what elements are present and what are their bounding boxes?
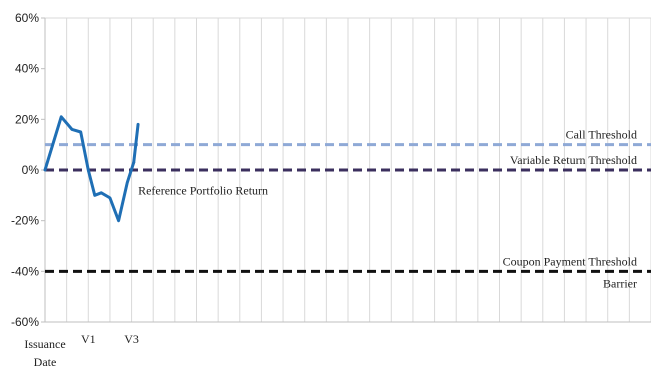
y-tick-label: 0% xyxy=(22,163,40,177)
series-line xyxy=(132,122,140,164)
y-tick-label: 40% xyxy=(15,62,39,76)
threshold-label: Coupon Payment Threshold xyxy=(503,254,637,268)
y-tick-label: -60% xyxy=(11,315,39,329)
series-annotation: Reference Portfolio Return xyxy=(138,183,268,197)
y-tick-label: -20% xyxy=(11,214,39,228)
series-line xyxy=(43,115,136,223)
threshold-label: Variable Return Threshold xyxy=(510,153,637,167)
x-tick-label: V1 xyxy=(81,332,96,346)
threshold-label: Call Threshold xyxy=(566,128,637,142)
y-tick-label: -40% xyxy=(11,264,39,278)
x-tick-label: Date xyxy=(34,355,57,369)
x-tick-label: Issuance xyxy=(24,337,65,351)
x-tick-label: V3 xyxy=(124,332,139,346)
y-tick-label: 60% xyxy=(15,11,39,25)
y-tick-label: 20% xyxy=(15,112,39,126)
threshold-label: Barrier xyxy=(603,276,637,290)
